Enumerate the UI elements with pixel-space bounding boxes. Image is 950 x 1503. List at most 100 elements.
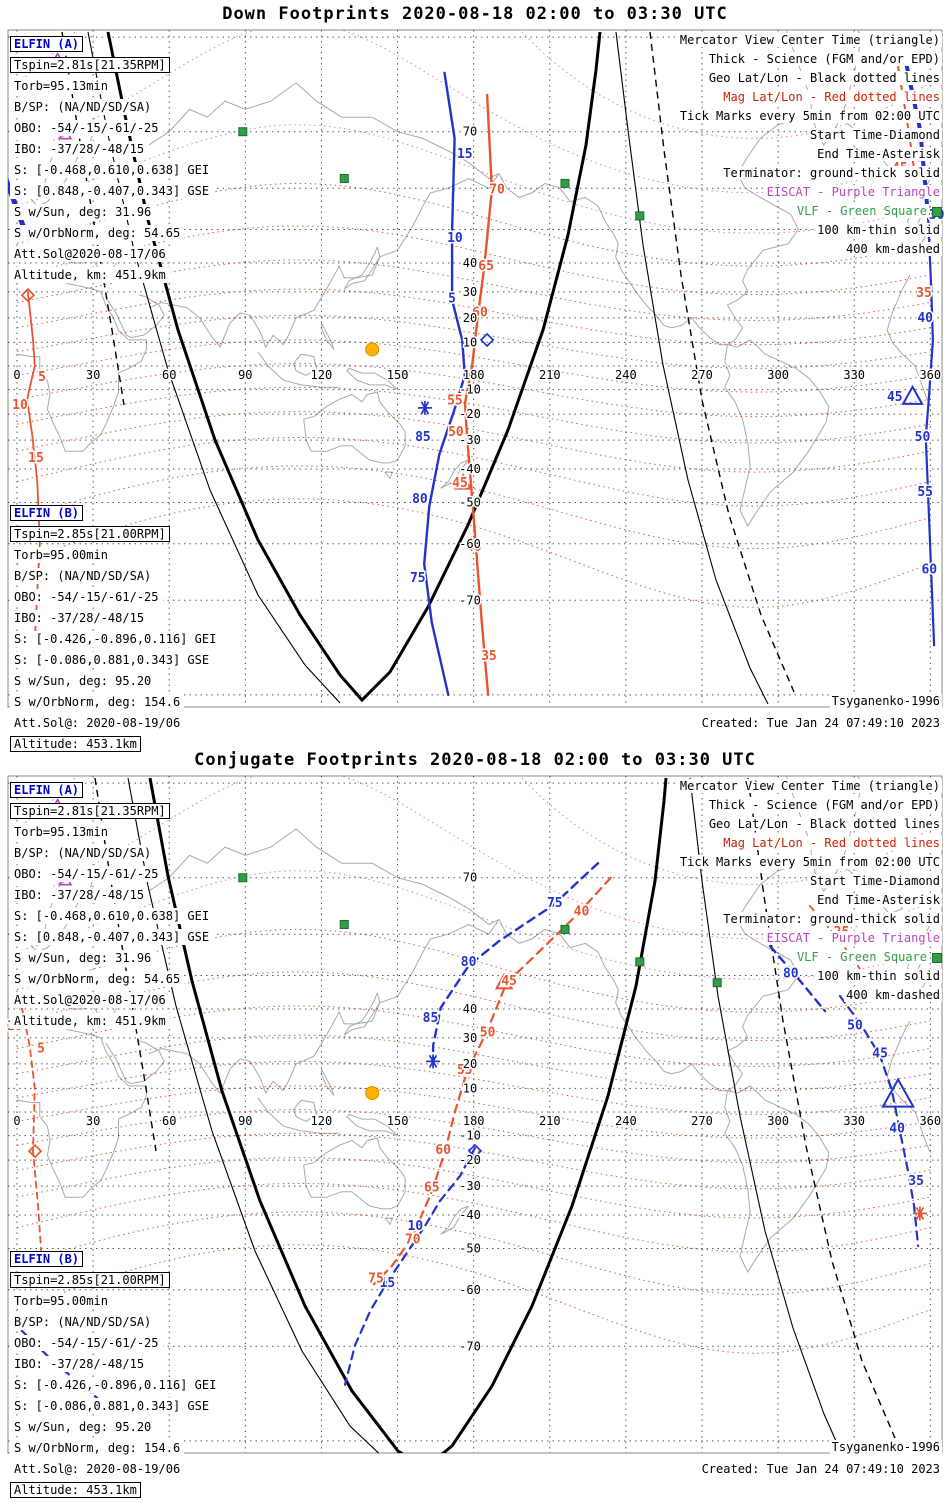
legend-line: VLF - Green Square <box>678 204 942 218</box>
lon-axis-label: 330 <box>843 368 865 382</box>
minute-label: 40 <box>889 1122 905 1137</box>
info-line: Torb=95.00min <box>10 547 112 563</box>
info-line: Torb=95.13min <box>10 78 112 94</box>
legend-text: Thick - Science (FGM and/or EPD) <box>706 798 942 812</box>
axis-labels: 0 30 60 90 120 150 180 210 240 270 300 330 360 70 40 30… <box>12 869 943 1355</box>
info-line: OBO: -54/-15/-61/-25 <box>10 1335 163 1351</box>
lon-axis-label: 180 <box>463 368 485 382</box>
info-line: IBO: -37/28/-48/15 <box>10 610 149 626</box>
vlf-green-square-icon <box>932 206 942 217</box>
elfin-b-info-block: ELFIN (B) Tspin=2.85s[21.00RPM] Torb=95.00… <box>10 505 221 757</box>
lon-axis-label: 210 <box>539 1114 561 1128</box>
axis-labels: 0 30 60 90 120 150 180 210 240 270 300 330 360 70 40 30… <box>12 123 943 609</box>
minute-label: 35 <box>908 1174 924 1189</box>
legend-line: 400 km-dashed <box>678 242 942 256</box>
minute-label: 5 <box>37 1042 45 1057</box>
lon-axis-label: 30 <box>86 1114 100 1128</box>
legend-text: End Time-Asterisk <box>815 147 942 161</box>
minute-label: 5 <box>448 291 456 306</box>
info-line: B/SP: (NA/ND/SD/SA) <box>10 1314 156 1330</box>
minute-label: 10 <box>407 1219 423 1234</box>
legend-line: Start Time-Diamond <box>678 874 942 888</box>
terminator-thin <box>689 777 841 1451</box>
lat-axis-label: 70 <box>463 125 477 139</box>
info-line: Tspin=2.85s[21.00RPM] <box>10 526 170 542</box>
legend-line: End Time-Asterisk <box>678 893 942 907</box>
lon-axis-label: 300 <box>767 368 789 382</box>
info-line: Altitude, km: 451.9km <box>10 1013 170 1029</box>
legend-text: Terminator: ground-thick solid <box>721 166 942 180</box>
minute-label: 50 <box>915 430 931 445</box>
lon-axis-label: 0 <box>13 368 20 382</box>
vlf-square-marker <box>238 873 248 883</box>
lon-axis-label: 90 <box>238 1114 252 1128</box>
lat-axis-label: 30 <box>463 1031 477 1045</box>
lat-axis-label: 10 <box>463 335 477 349</box>
track-elfinA-right <box>924 213 936 647</box>
info-line: S: [-0.086,0.881,0.343] GSE <box>10 1398 214 1414</box>
legend-line: Thick - Science (FGM and/or EPD) <box>678 52 942 66</box>
info-line: Tspin=2.85s[21.00RPM] <box>10 1272 170 1288</box>
info-line: S: [0.848,-0.407,0.343] GSE <box>10 183 214 199</box>
map-legend: Mercator View Center Time (triangle) Thic… <box>677 33 942 261</box>
legend-line: Mag Lat/Lon - Red dotted lines <box>678 90 942 104</box>
lat-axis-label: -30 <box>459 433 481 447</box>
lat-axis-label: -20 <box>459 407 481 421</box>
panel-title-conjugate: Conjugate Footprints 2020-08-18 02:00 to… <box>194 750 756 770</box>
legend-line: 400 km-dashed <box>678 988 942 1002</box>
elfin-a-info-block: ELFIN (A) Tspin=2.81s[21.35RPM] Torb=95.13… <box>10 782 214 1034</box>
legend-text: VLF - Green Square <box>794 950 929 964</box>
track-elfinA-conj-right <box>838 994 920 1247</box>
minute-label: 5 <box>38 370 46 385</box>
minute-label: 75 <box>547 896 563 911</box>
info-line: S w/Sun, deg: 95.20 <box>10 1419 156 1435</box>
legend-line: 100 km-thin solid <box>678 969 942 983</box>
info-line: Att.Sol@2020-08-17/06 <box>10 246 170 262</box>
info-line: Att.Sol@2020-08-17/06 <box>10 992 170 1008</box>
terminator-thin <box>615 31 769 705</box>
info-line: B/SP: (NA/ND/SD/SA) <box>10 845 156 861</box>
legend-text: End Time-Asterisk <box>815 893 942 907</box>
legend-line: VLF - Green Square <box>678 950 942 964</box>
track-elfinA-conj <box>431 861 600 1066</box>
legend-text: Tick Marks every 5min from 02:00 UTC <box>677 109 942 123</box>
lat-axis-label: 70 <box>463 871 477 885</box>
minute-label: 60 <box>435 1143 451 1158</box>
legend-text: Terminator: ground-thick solid <box>721 912 942 926</box>
map-border <box>7 29 943 708</box>
minute-label: 45 <box>501 974 517 989</box>
lat-axis-label: 40 <box>463 1002 477 1016</box>
info-line: S w/Sun, deg: 31.96 <box>10 204 156 220</box>
markers <box>27 797 927 1221</box>
minute-label: 50 <box>847 1018 863 1033</box>
minute-label: 35 <box>481 649 497 664</box>
info-line: OBO: -54/-15/-61/-25 <box>10 589 163 605</box>
legend-text: Tick Marks every 5min from 02:00 UTC <box>677 855 942 869</box>
created-label: Created: Tue Jan 24 07:49:10 2023 <box>699 716 942 730</box>
info-line: Att.Sol@: 2020-08-19/06 <box>10 715 185 731</box>
lat-axis-label: 20 <box>463 1057 477 1071</box>
lat-axis-label: -50 <box>459 495 481 509</box>
minute-label: 15 <box>380 1276 396 1291</box>
legend-text: Geo Lat/Lon - Black dotted lines <box>706 817 942 831</box>
info-line: Torb=95.00min <box>10 1293 112 1309</box>
legend-text: Thick - Science (FGM and/or EPD) <box>706 52 942 66</box>
info-line: S w/OrbNorm, deg: 154.6 <box>10 694 185 710</box>
panel-down-footprints: 1510585807570656055504540354530354045505… <box>0 0 950 752</box>
end-asterisk-marker <box>426 1054 441 1069</box>
conjugate-footprints-map: 7580851015404550556065707580504540352510… <box>5 775 943 1454</box>
centertime-triangle-marker <box>453 472 473 490</box>
legend-line: Geo Lat/Lon - Black dotted lines <box>678 817 942 831</box>
legend-line: Tick Marks every 5min from 02:00 UTC <box>677 855 942 869</box>
lat-axis-label: -20 <box>459 1153 481 1167</box>
minute-label: 40 <box>917 311 933 326</box>
lon-axis-label: 120 <box>311 368 333 382</box>
legend-line: Thick - Science (FGM and/or EPD) <box>678 798 942 812</box>
info-line: S w/OrbNorm, deg: 154.6 <box>10 1440 185 1456</box>
minute-label: 65 <box>424 1181 440 1196</box>
elfin-b-info-block: ELFIN (B) Tspin=2.85s[21.00RPM] Torb=95.00… <box>10 1251 221 1503</box>
lon-axis-label: 120 <box>311 1114 333 1128</box>
lat-axis-label: -50 <box>459 1241 481 1255</box>
minute-label: 15 <box>457 147 473 162</box>
lat-axis-label: 20 <box>463 311 477 325</box>
